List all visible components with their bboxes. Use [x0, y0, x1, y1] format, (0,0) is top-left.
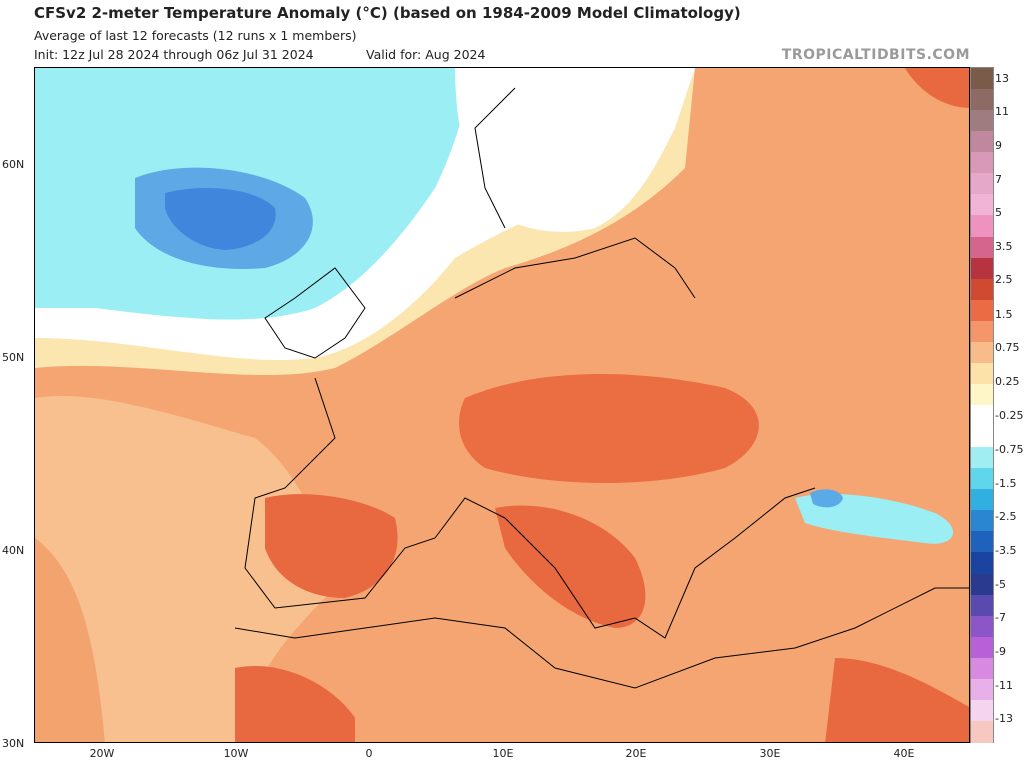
lat-label: 40N — [2, 544, 25, 557]
map-canvas — [35, 68, 969, 742]
black-sea-cold-core — [810, 489, 843, 508]
colorbar-label: -0.75 — [995, 443, 1024, 456]
colorbar-segment — [971, 89, 993, 111]
colorbar-segment — [971, 110, 993, 132]
chart-title: CFSv2 2-meter Temperature Anomaly (°C) (… — [34, 4, 741, 22]
colorbar-segment — [971, 594, 993, 617]
valid-label: Valid for: Aug 2024 — [366, 47, 486, 62]
colorbar-label: -5 — [995, 578, 1006, 591]
colorbar-label: -9 — [995, 645, 1006, 658]
colorbar-segment — [971, 131, 993, 153]
colorbar-segment — [971, 699, 993, 722]
colorbar-label: 13 — [995, 72, 1009, 85]
colorbar-segment — [971, 720, 993, 743]
colorbar-segment — [971, 678, 993, 701]
middle-east-hot — [825, 658, 969, 742]
colorbar-label: -2.5 — [995, 510, 1017, 523]
colorbar-segment — [971, 341, 993, 364]
north-africa-hot — [235, 666, 355, 742]
lon-label: 30E — [759, 747, 781, 760]
colorbar-label: 1.5 — [995, 308, 1013, 321]
lat-label: 60N — [2, 158, 25, 171]
lon-label: 10E — [492, 747, 514, 760]
russia-hot — [905, 68, 969, 108]
scandinavia-neutral — [455, 68, 695, 232]
central-europe-hot — [459, 374, 759, 483]
chart-subtitle: Average of last 12 forecasts (12 runs x … — [34, 28, 357, 43]
colorbar-segment — [971, 531, 993, 553]
black-sea-cold — [795, 493, 954, 544]
colorbar-segment — [971, 405, 993, 427]
colorbar-segment — [971, 215, 993, 237]
atlantic-warm-region — [35, 396, 335, 742]
colorbar-label: 0.75 — [995, 341, 1020, 354]
colorbar-label: -1.5 — [995, 477, 1017, 490]
lon-label: 10W — [223, 747, 249, 760]
colorbar-segment — [971, 320, 993, 343]
british-isles-outline — [264, 267, 366, 359]
colorbar-label: -11 — [995, 679, 1013, 692]
lon-label: 40E — [893, 747, 915, 760]
lon-label: 0 — [365, 747, 373, 760]
colorbar-segment — [971, 510, 993, 532]
colorbar-segment — [971, 152, 993, 174]
colorbar-label: 11 — [995, 105, 1009, 118]
colorbar-segment — [971, 236, 993, 259]
colorbar-segment — [971, 468, 993, 490]
colorbar-label: 9 — [995, 139, 1002, 152]
lat-label: 30N — [2, 737, 25, 750]
init-label: Init: 12z Jul 28 2024 through 06z Jul 31… — [34, 47, 314, 62]
lon-label: 20E — [625, 747, 647, 760]
colorbar-segment — [971, 278, 993, 301]
coldest-core — [165, 188, 276, 250]
brand-watermark: TROPICALTIDBITS.COM — [781, 47, 970, 63]
colorbar-segment — [971, 194, 993, 216]
colorbar-label: 5 — [995, 206, 1002, 219]
colorbar-segment — [971, 636, 993, 659]
lat-label: 50N — [2, 351, 25, 364]
iberia-hot — [265, 494, 398, 598]
lon-label: 20W — [89, 747, 115, 760]
colorbar-label: 3.5 — [995, 240, 1013, 253]
colorbar-segment — [971, 173, 993, 195]
colorbar-label: -13 — [995, 712, 1013, 725]
colorbar-label: -0.25 — [995, 409, 1024, 422]
north-africa-coast — [234, 587, 969, 689]
colorbar-segment — [971, 573, 993, 596]
anomaly-map — [34, 67, 970, 743]
colorbar-label: 0.25 — [995, 375, 1020, 388]
colorbar-label: -7 — [995, 611, 1006, 624]
colorbar-segment — [971, 552, 993, 574]
colorbar-segment — [971, 299, 993, 322]
colorbar-segment — [971, 489, 993, 511]
colorbar-segment — [971, 68, 993, 90]
colorbar-segment — [971, 362, 993, 385]
colorbar-segment — [971, 615, 993, 638]
south-coast-outline — [244, 377, 816, 639]
colorbar-segment — [971, 257, 993, 280]
italy-balkans-hot — [495, 505, 646, 628]
colorbar-label: 2.5 — [995, 273, 1013, 286]
colorbar — [970, 67, 994, 743]
colorbar-segment — [971, 447, 993, 469]
colorbar-label: 7 — [995, 173, 1002, 186]
colorbar-segment — [971, 657, 993, 680]
atlantic-sw-region — [35, 538, 105, 742]
colorbar-label: -3.5 — [995, 544, 1017, 557]
colorbar-segment — [971, 426, 993, 448]
north-coast-outline — [454, 87, 696, 299]
colorbar-segment — [971, 383, 993, 406]
